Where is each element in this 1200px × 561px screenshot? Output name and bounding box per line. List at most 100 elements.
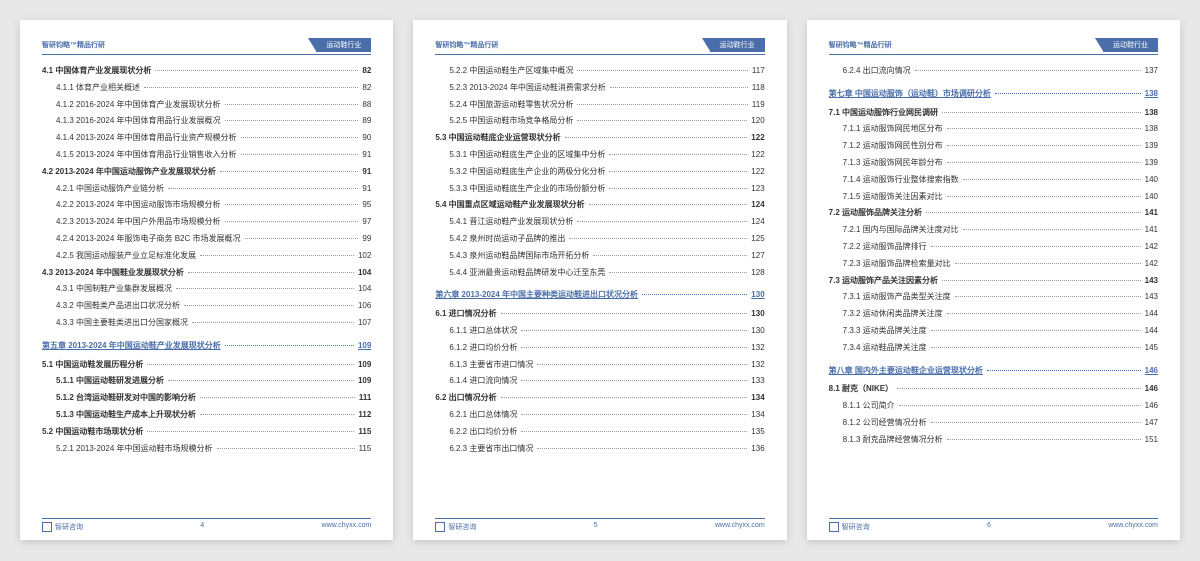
toc-entry: 4.1.3 2016-2024 年中国体育用品行业发展概况89 — [42, 115, 371, 128]
toc-entry: 6.1.2 进口均价分析 132 — [435, 342, 764, 355]
toc-leader — [947, 162, 1141, 163]
toc-page-number: 142 — [1145, 258, 1158, 271]
toc-entry: 5.2.4 中国旅游运动鞋零售状况分析 119 — [435, 99, 764, 112]
toc-entry: 4.1.5 2013-2024 年中国体育用品行业销售收入分析91 — [42, 149, 371, 162]
toc-leader — [144, 87, 358, 88]
toc-page-number: 138 — [1145, 107, 1158, 120]
toc-page-number: 119 — [752, 99, 765, 112]
toc-label: 5.4.2 泉州时尚运动子品牌的推出 — [449, 233, 565, 246]
toc-label: 7.2.1 国内与国际品牌关注度对比 — [843, 224, 959, 237]
toc-label: 5.2.5 中国运动鞋市场竞争格局分析 — [449, 115, 573, 128]
toc-page-number: 146 — [1145, 365, 1158, 378]
header-brand: 智研钧略™精品行研 — [435, 40, 498, 50]
header-tag: 运动鞋行业 — [710, 38, 765, 52]
toc-label: 4.2.3 2013-2024 年中国户外用品市场规模分析 — [56, 216, 221, 229]
toc-entry: 5.1.2 台湾运动鞋研发对中国的影响分析111 — [42, 392, 371, 405]
toc-label: 4.1.2 2016-2024 年中国体育产业发展现状分析 — [56, 99, 221, 112]
page-footer: 智研咨询6www.chyxx.com — [829, 518, 1158, 532]
toc-page-number: 130 — [751, 308, 764, 321]
toc-label: 8.1.2 公司经营情况分析 — [843, 417, 927, 430]
toc-entry: 6.1.3 主要省市进口情况132 — [435, 359, 764, 372]
toc-leader — [577, 104, 748, 105]
toc-entry: 7.2.3 运动服饰品牌检索量对比142 — [829, 258, 1158, 271]
toc-entry: 8.1 耐克（NIKE）146 — [829, 383, 1158, 396]
toc-page-number: 90 — [362, 132, 371, 145]
page-header: 智研钧略™精品行研运动鞋行业 — [829, 38, 1158, 55]
toc-page-number: 91 — [362, 149, 371, 162]
toc-label: 7.3.2 运动休闲类品牌关注度 — [843, 308, 943, 321]
toc-entry: 6.2.2 出口均价分析135 — [435, 426, 764, 439]
toc-entry: 4.2.4 2013-2024 年服饰电子商务 B2C 市场发展概况99 — [42, 233, 371, 246]
toc-leader — [947, 128, 1141, 129]
toc-entry: 5.2.1 2013-2024 年中国运动鞋市场规模分析115 — [42, 443, 371, 456]
toc-leader — [942, 280, 1141, 281]
toc-leader — [931, 422, 1141, 423]
toc-page-number: 137 — [1145, 65, 1158, 78]
toc-entry: 第八章 国内外主要运动鞋企业运营现状分析146 — [829, 365, 1158, 378]
toc-label: 8.1.1 公司简介 — [843, 400, 895, 413]
toc-leader — [899, 405, 1141, 406]
toc-leader — [225, 120, 359, 121]
toc-label: 5.4.3 泉州运动鞋品牌国际市场开拓分析 — [449, 250, 589, 263]
toc-page-number: 136 — [751, 443, 764, 456]
toc-leader — [609, 272, 747, 273]
toc-page-number: 132 — [751, 342, 764, 355]
toc-page-number: 117 — [752, 65, 765, 78]
toc-label: 4.1.3 2016-2024 年中国体育用品行业发展概况 — [56, 115, 221, 128]
toc-leader — [569, 238, 747, 239]
toc-leader — [225, 104, 359, 105]
document-page: 智研钧略™精品行研运动鞋行业4.1 中国体育产业发展现状分析824.1.1 体育… — [20, 20, 393, 540]
toc-leader — [521, 431, 747, 432]
toc-page-number: 144 — [1145, 325, 1158, 338]
toc-page-number: 106 — [358, 300, 371, 313]
toc-page-number: 115 — [358, 426, 371, 439]
footer-brand: 智研咨询 — [42, 522, 83, 532]
toc-page-number: 109 — [358, 359, 371, 372]
toc-entry: 7.3.1 运动服饰产品类型关注度143 — [829, 291, 1158, 304]
toc-page-number: 133 — [751, 375, 764, 388]
page-header: 智研钧略™精品行研运动鞋行业 — [42, 38, 371, 55]
toc-leader — [609, 171, 747, 172]
toc-label: 6.2.1 出口总体情况 — [449, 409, 517, 422]
footer-url: www.chyxx.com — [715, 522, 765, 532]
toc-page-number: 125 — [751, 233, 764, 246]
toc-entry: 7.1 中国运动服饰行业网民调研138 — [829, 107, 1158, 120]
toc-leader — [947, 145, 1141, 146]
toc-leader — [192, 322, 354, 323]
toc-label: 5.2 中国运动鞋市场现状分析 — [42, 426, 143, 439]
toc-entry: 7.3 运动服饰产品关注因素分析143 — [829, 275, 1158, 288]
toc-leader — [987, 370, 1141, 371]
toc-leader — [225, 204, 359, 205]
toc-label: 5.2.4 中国旅游运动鞋零售状况分析 — [449, 99, 573, 112]
toc-page-number: 146 — [1145, 383, 1158, 396]
toc-page-number: 91 — [362, 166, 371, 179]
toc-leader — [241, 137, 359, 138]
toc-entry: 5.1.3 中国运动鞋生产成本上升现状分析112 — [42, 409, 371, 422]
toc-label: 7.3.1 运动服饰产品类型关注度 — [843, 291, 951, 304]
toc-page-number: 139 — [1145, 140, 1158, 153]
toc-leader — [947, 439, 1141, 440]
toc-label: 6.1.2 进口均价分析 — [449, 342, 517, 355]
toc-page-number: 145 — [1145, 342, 1158, 355]
toc-label: 4.2.2 2013-2024 年中国运动服饰市场规模分析 — [56, 199, 221, 212]
toc-label: 4.2.1 中国运动服饰产业链分析 — [56, 183, 164, 196]
toc-entry: 第六章 2013-2024 年中国主要种类运动鞋进出口状况分析130 — [435, 289, 764, 302]
toc-entry: 7.1.1 运动服饰网民地区分布138 — [829, 123, 1158, 136]
footer-page-number: 4 — [200, 522, 204, 532]
toc-entry: 4.1.2 2016-2024 年中国体育产业发展现状分析88 — [42, 99, 371, 112]
page-footer: 智研咨询5www.chyxx.com — [435, 518, 764, 532]
header-brand: 智研钧略™精品行研 — [829, 40, 892, 50]
toc-entry: 4.2 2013-2024 年中国运动服饰产业发展现状分析91 — [42, 166, 371, 179]
toc-leader — [155, 70, 358, 71]
toc-leader — [963, 229, 1141, 230]
toc-label: 7.3 运动服饰产品关注因素分析 — [829, 275, 938, 288]
toc-leader — [225, 221, 359, 222]
toc-page-number: 111 — [359, 392, 371, 405]
toc-page-number: 107 — [358, 317, 371, 330]
toc-entry: 5.4.4 亚洲最贵运动鞋品牌研发中心迁至东莞128 — [435, 267, 764, 280]
toc-leader — [897, 388, 1141, 389]
toc-page-number: 141 — [1145, 207, 1158, 220]
toc-page-number: 95 — [362, 199, 371, 212]
toc-leader — [147, 431, 354, 432]
toc-label: 6.1.3 主要省市进口情况 — [449, 359, 533, 372]
